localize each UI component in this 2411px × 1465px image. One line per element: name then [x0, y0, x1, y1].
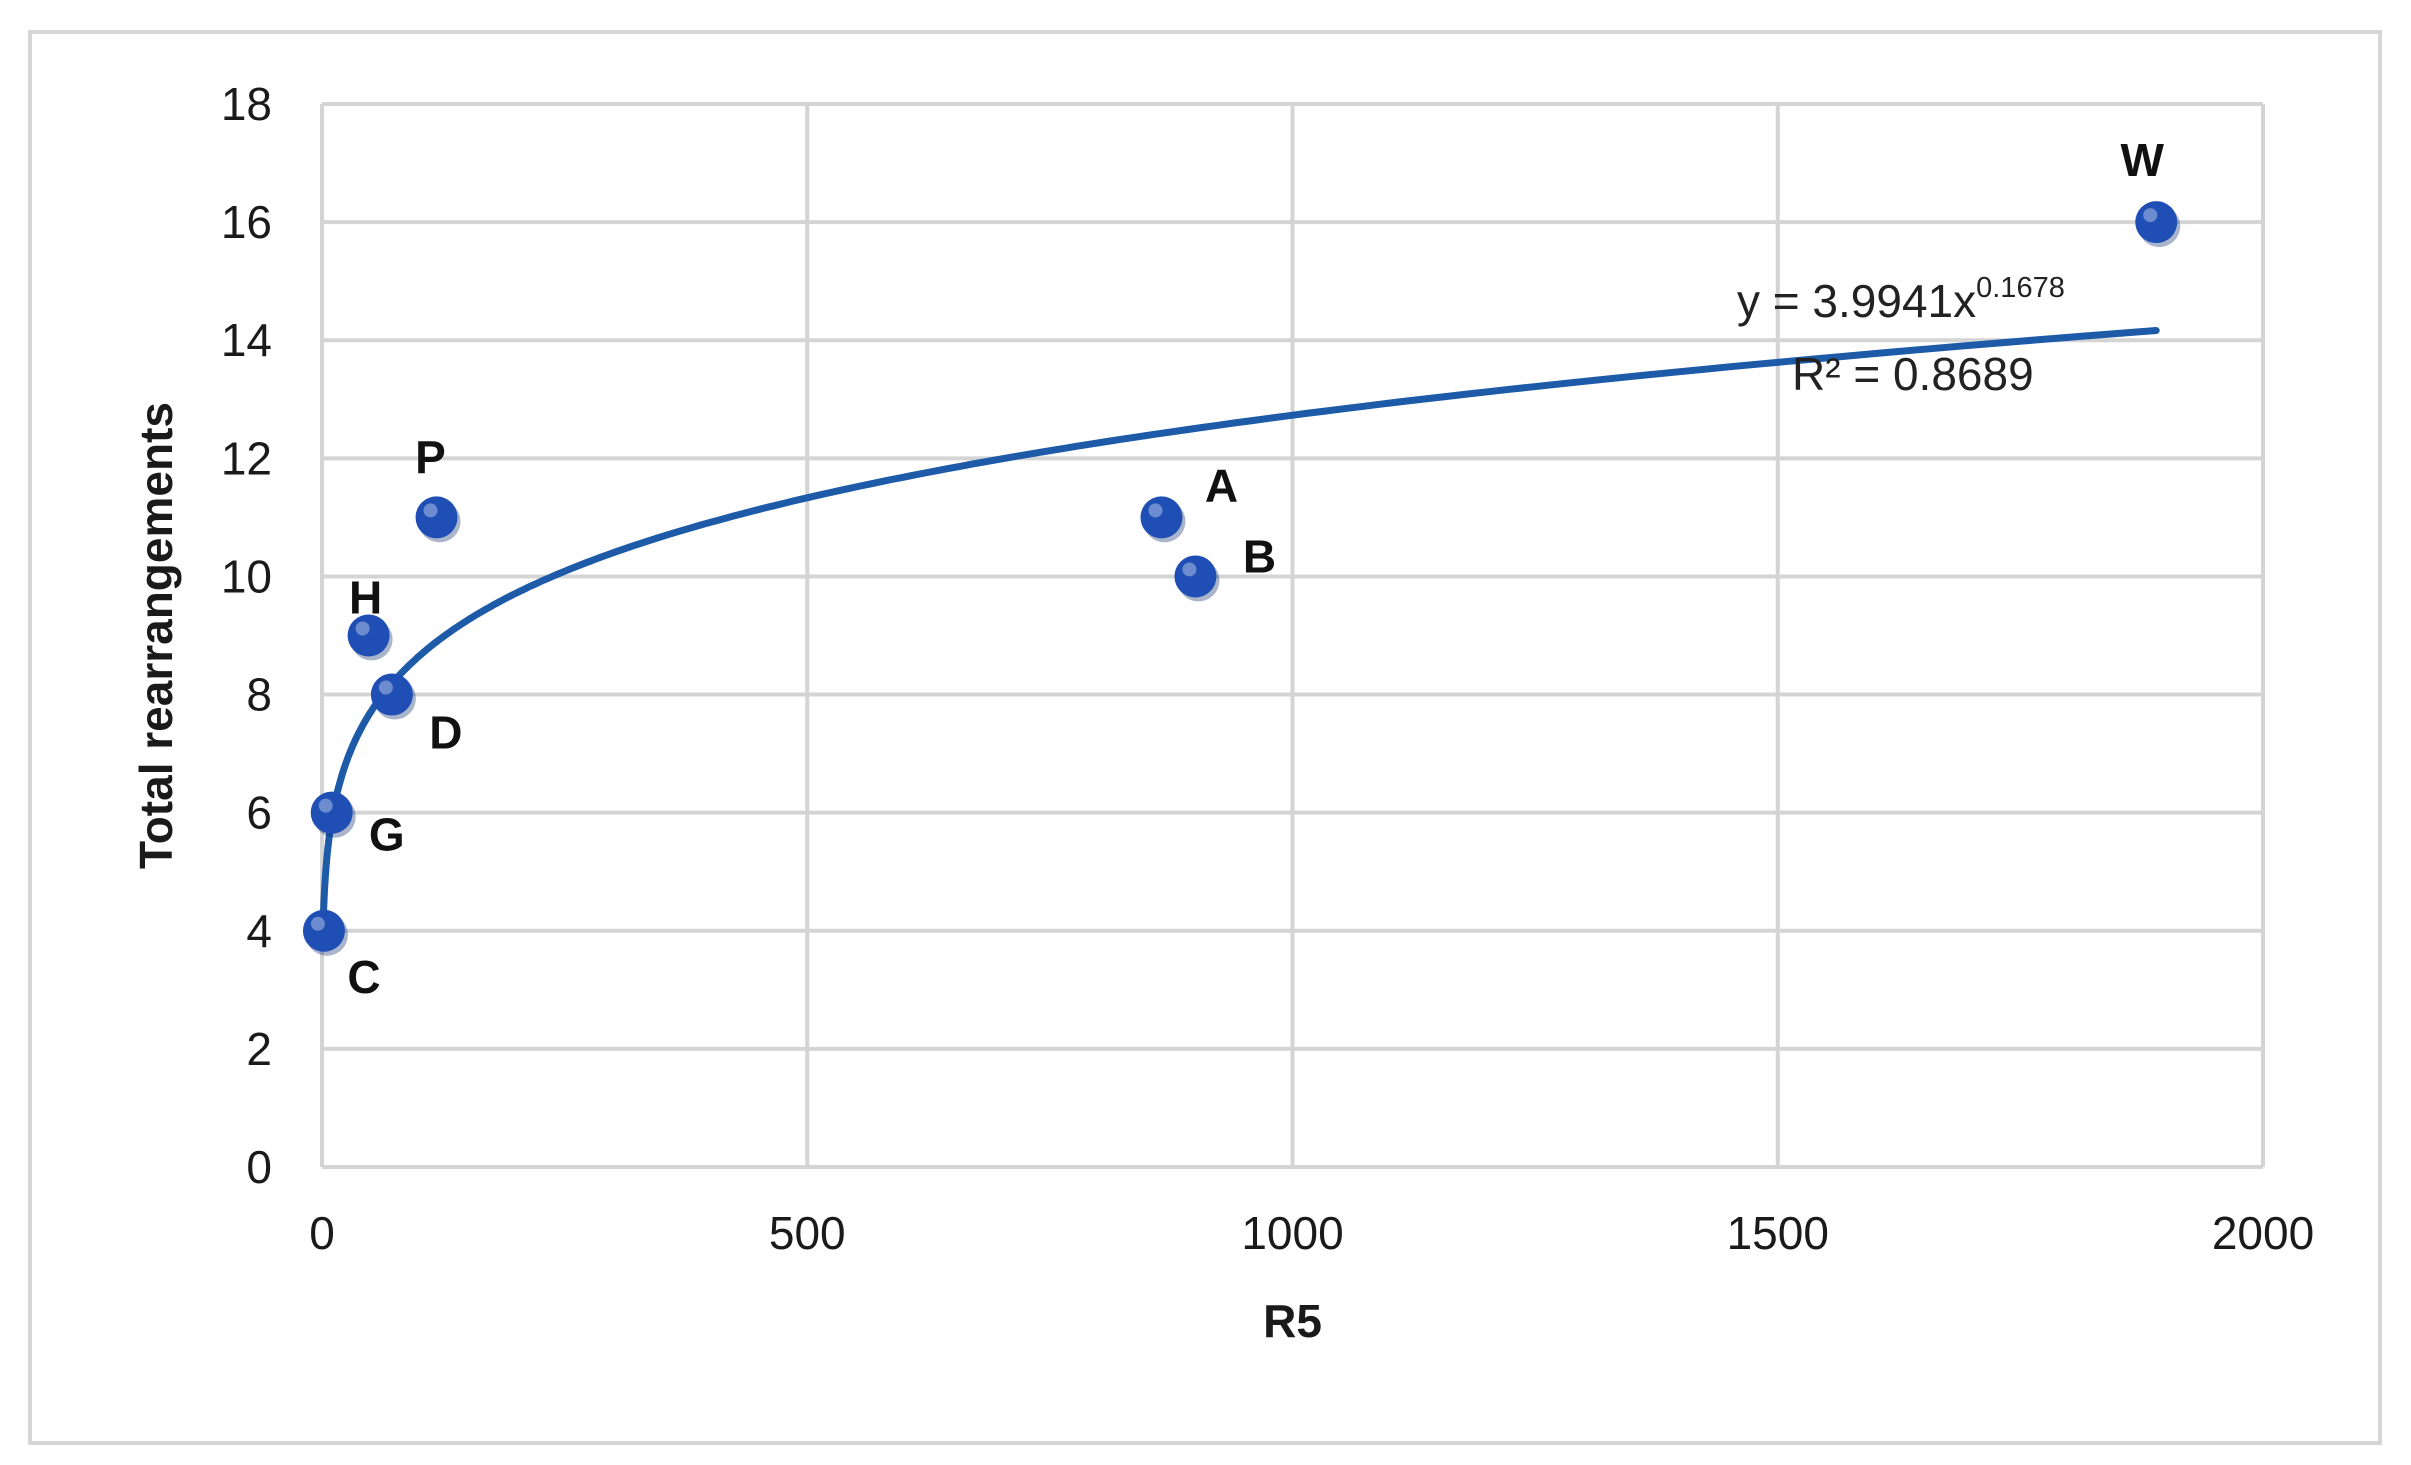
point-label-C: C	[347, 951, 380, 1003]
point-label-G: G	[369, 809, 405, 861]
point-highlight	[1148, 503, 1163, 518]
point-label-H: H	[349, 572, 382, 624]
point-highlight	[310, 916, 325, 931]
data-point-W	[2135, 201, 2178, 244]
y-tick-label: 10	[221, 550, 272, 602]
point-highlight	[378, 680, 393, 695]
data-point-G	[310, 791, 353, 834]
point-highlight	[318, 798, 333, 813]
x-tick-label: 1500	[1727, 1207, 1829, 1259]
data-point-B	[1174, 555, 1217, 598]
trend-equation-main: y = 3.9941x	[1737, 275, 1976, 327]
point-labels: C G H D P AB W	[347, 134, 2164, 1003]
x-tick-label: 1000	[1241, 1207, 1343, 1259]
tick-labels: 0 2 4 6 8 10 12 14 16 18 0 500 1000 1500 2000	[221, 78, 2314, 1259]
scatter-chart: 0 2 4 6 8 10 12 14 16 18 0 500 1000 1500 2000 C G H D P AB W…	[130, 78, 2314, 1347]
y-tick-label: 6	[246, 787, 272, 839]
x-tick-label: 0	[309, 1207, 335, 1259]
point-label-W: W	[2121, 134, 2165, 186]
trend-equation: y = 3.9941x0.1678	[1737, 272, 2065, 327]
trend-r-squared: R² = 0.8689	[1792, 348, 2034, 400]
x-tick-label: 2000	[2212, 1207, 2314, 1259]
point-label-B: B	[1243, 530, 1276, 582]
x-axis-title: R5	[1263, 1295, 1322, 1347]
x-tick-label: 500	[769, 1207, 846, 1259]
data-points	[302, 201, 2181, 956]
data-point-D	[370, 673, 413, 716]
y-tick-label: 2	[246, 1023, 272, 1075]
data-point-C	[302, 909, 345, 952]
point-label-D: D	[429, 707, 462, 759]
y-tick-label: 0	[246, 1141, 272, 1193]
trend-equation-exponent: 0.1678	[1976, 272, 2065, 304]
point-label-P: P	[415, 431, 446, 483]
point-highlight	[2143, 208, 2158, 223]
y-tick-label: 18	[221, 78, 272, 130]
y-tick-label: 12	[221, 432, 272, 484]
y-tick-label: 4	[246, 905, 272, 957]
y-tick-label: 16	[221, 196, 272, 248]
point-highlight	[423, 503, 438, 518]
y-tick-label: 14	[221, 314, 272, 366]
data-point-H	[347, 614, 390, 657]
y-tick-label: 8	[246, 669, 272, 721]
data-point-P	[415, 496, 458, 539]
point-highlight	[355, 621, 370, 636]
grid-lines	[320, 102, 2265, 1169]
data-point-A	[1140, 496, 1183, 539]
point-label-A: A	[1205, 459, 1238, 511]
y-axis-title: Total rearrangements	[130, 402, 182, 869]
trendline	[319, 327, 2160, 935]
point-highlight	[1182, 562, 1197, 577]
